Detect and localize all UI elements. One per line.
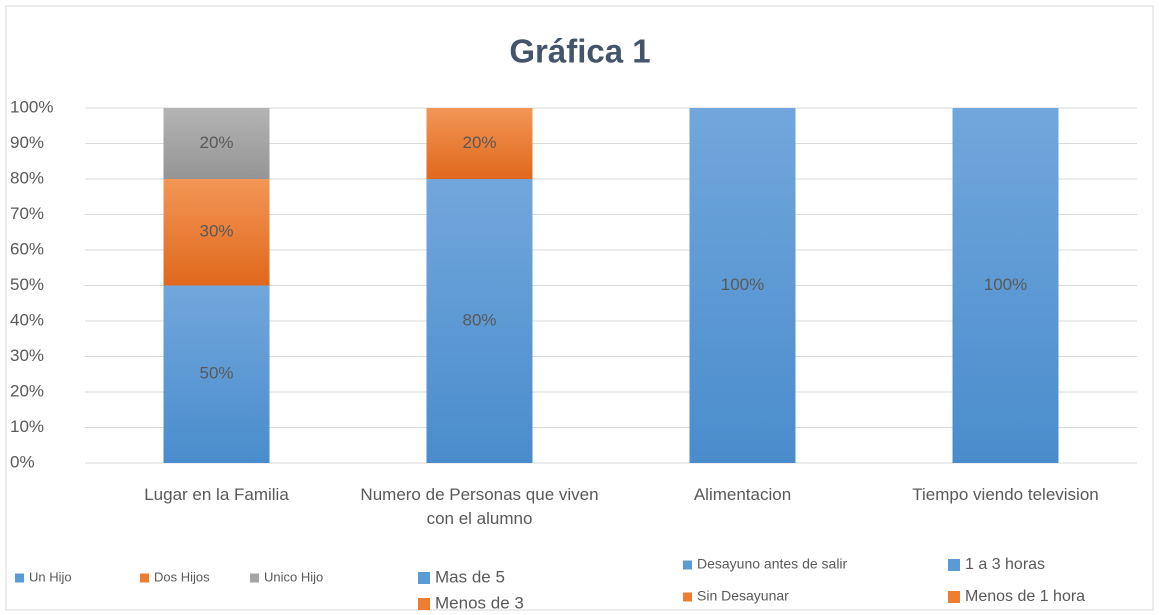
data-label: 80% — [462, 310, 496, 329]
bar-segment — [163, 179, 270, 286]
y-tick-label: 80% — [10, 168, 44, 187]
legend-swatch — [683, 592, 692, 602]
data-label: 100% — [721, 275, 764, 294]
legend-swatch — [418, 598, 430, 610]
y-tick-label: 60% — [10, 239, 44, 258]
y-tick-label: 40% — [10, 310, 44, 329]
x-tick-label: Alimentacion — [693, 485, 792, 504]
bar-segment — [163, 285, 270, 463]
legend-swatch — [418, 572, 430, 584]
chart-border — [5, 5, 1154, 611]
legend-label: Desayuno antes de salir — [697, 556, 848, 572]
bar-segment — [426, 179, 533, 463]
legend-swatch — [140, 573, 149, 583]
data-label: 30% — [199, 222, 233, 241]
chart-title: Gráfica 1 — [509, 33, 650, 70]
legend-swatch — [250, 573, 259, 583]
legend-label: Unico Hijo — [264, 569, 323, 584]
legend-label: Dos Hijos — [154, 569, 210, 584]
x-tick-label: Tiempo viendo television — [912, 485, 1099, 504]
legend-label: Mas de 5 — [435, 567, 505, 586]
bar-segment — [952, 108, 1059, 463]
legend-label: Menos de 3 — [435, 593, 524, 612]
y-tick-label: 20% — [10, 381, 44, 400]
y-tick-label: 10% — [10, 417, 44, 436]
x-tick-label: Lugar en la Familia — [144, 485, 289, 504]
data-label: 100% — [984, 275, 1027, 294]
data-label: 50% — [199, 364, 233, 383]
legend-label: 1 a 3 horas — [965, 556, 1045, 573]
legend-swatch — [683, 560, 692, 570]
legend-label: Un Hijo — [29, 569, 72, 584]
data-label: 20% — [199, 133, 233, 152]
legend-swatch — [948, 591, 960, 603]
y-tick-label: 0% — [10, 452, 35, 471]
x-tick-label: Numero de Personas que viven con el alum… — [360, 485, 599, 528]
legend-label: Sin Desayunar — [697, 588, 789, 604]
data-label: 20% — [462, 133, 496, 152]
bar-segment — [426, 108, 533, 179]
legend-label: Menos de 1 hora — [965, 588, 1085, 605]
y-tick-label: 50% — [10, 275, 44, 294]
legend-swatch — [948, 559, 960, 571]
y-tick-label: 100% — [10, 97, 53, 116]
y-tick-label: 30% — [10, 346, 44, 365]
legend-swatch — [15, 573, 24, 583]
y-tick-label: 90% — [10, 133, 44, 152]
bar-segment — [163, 108, 270, 179]
bar-segment — [689, 108, 796, 463]
y-tick-label: 70% — [10, 204, 44, 223]
